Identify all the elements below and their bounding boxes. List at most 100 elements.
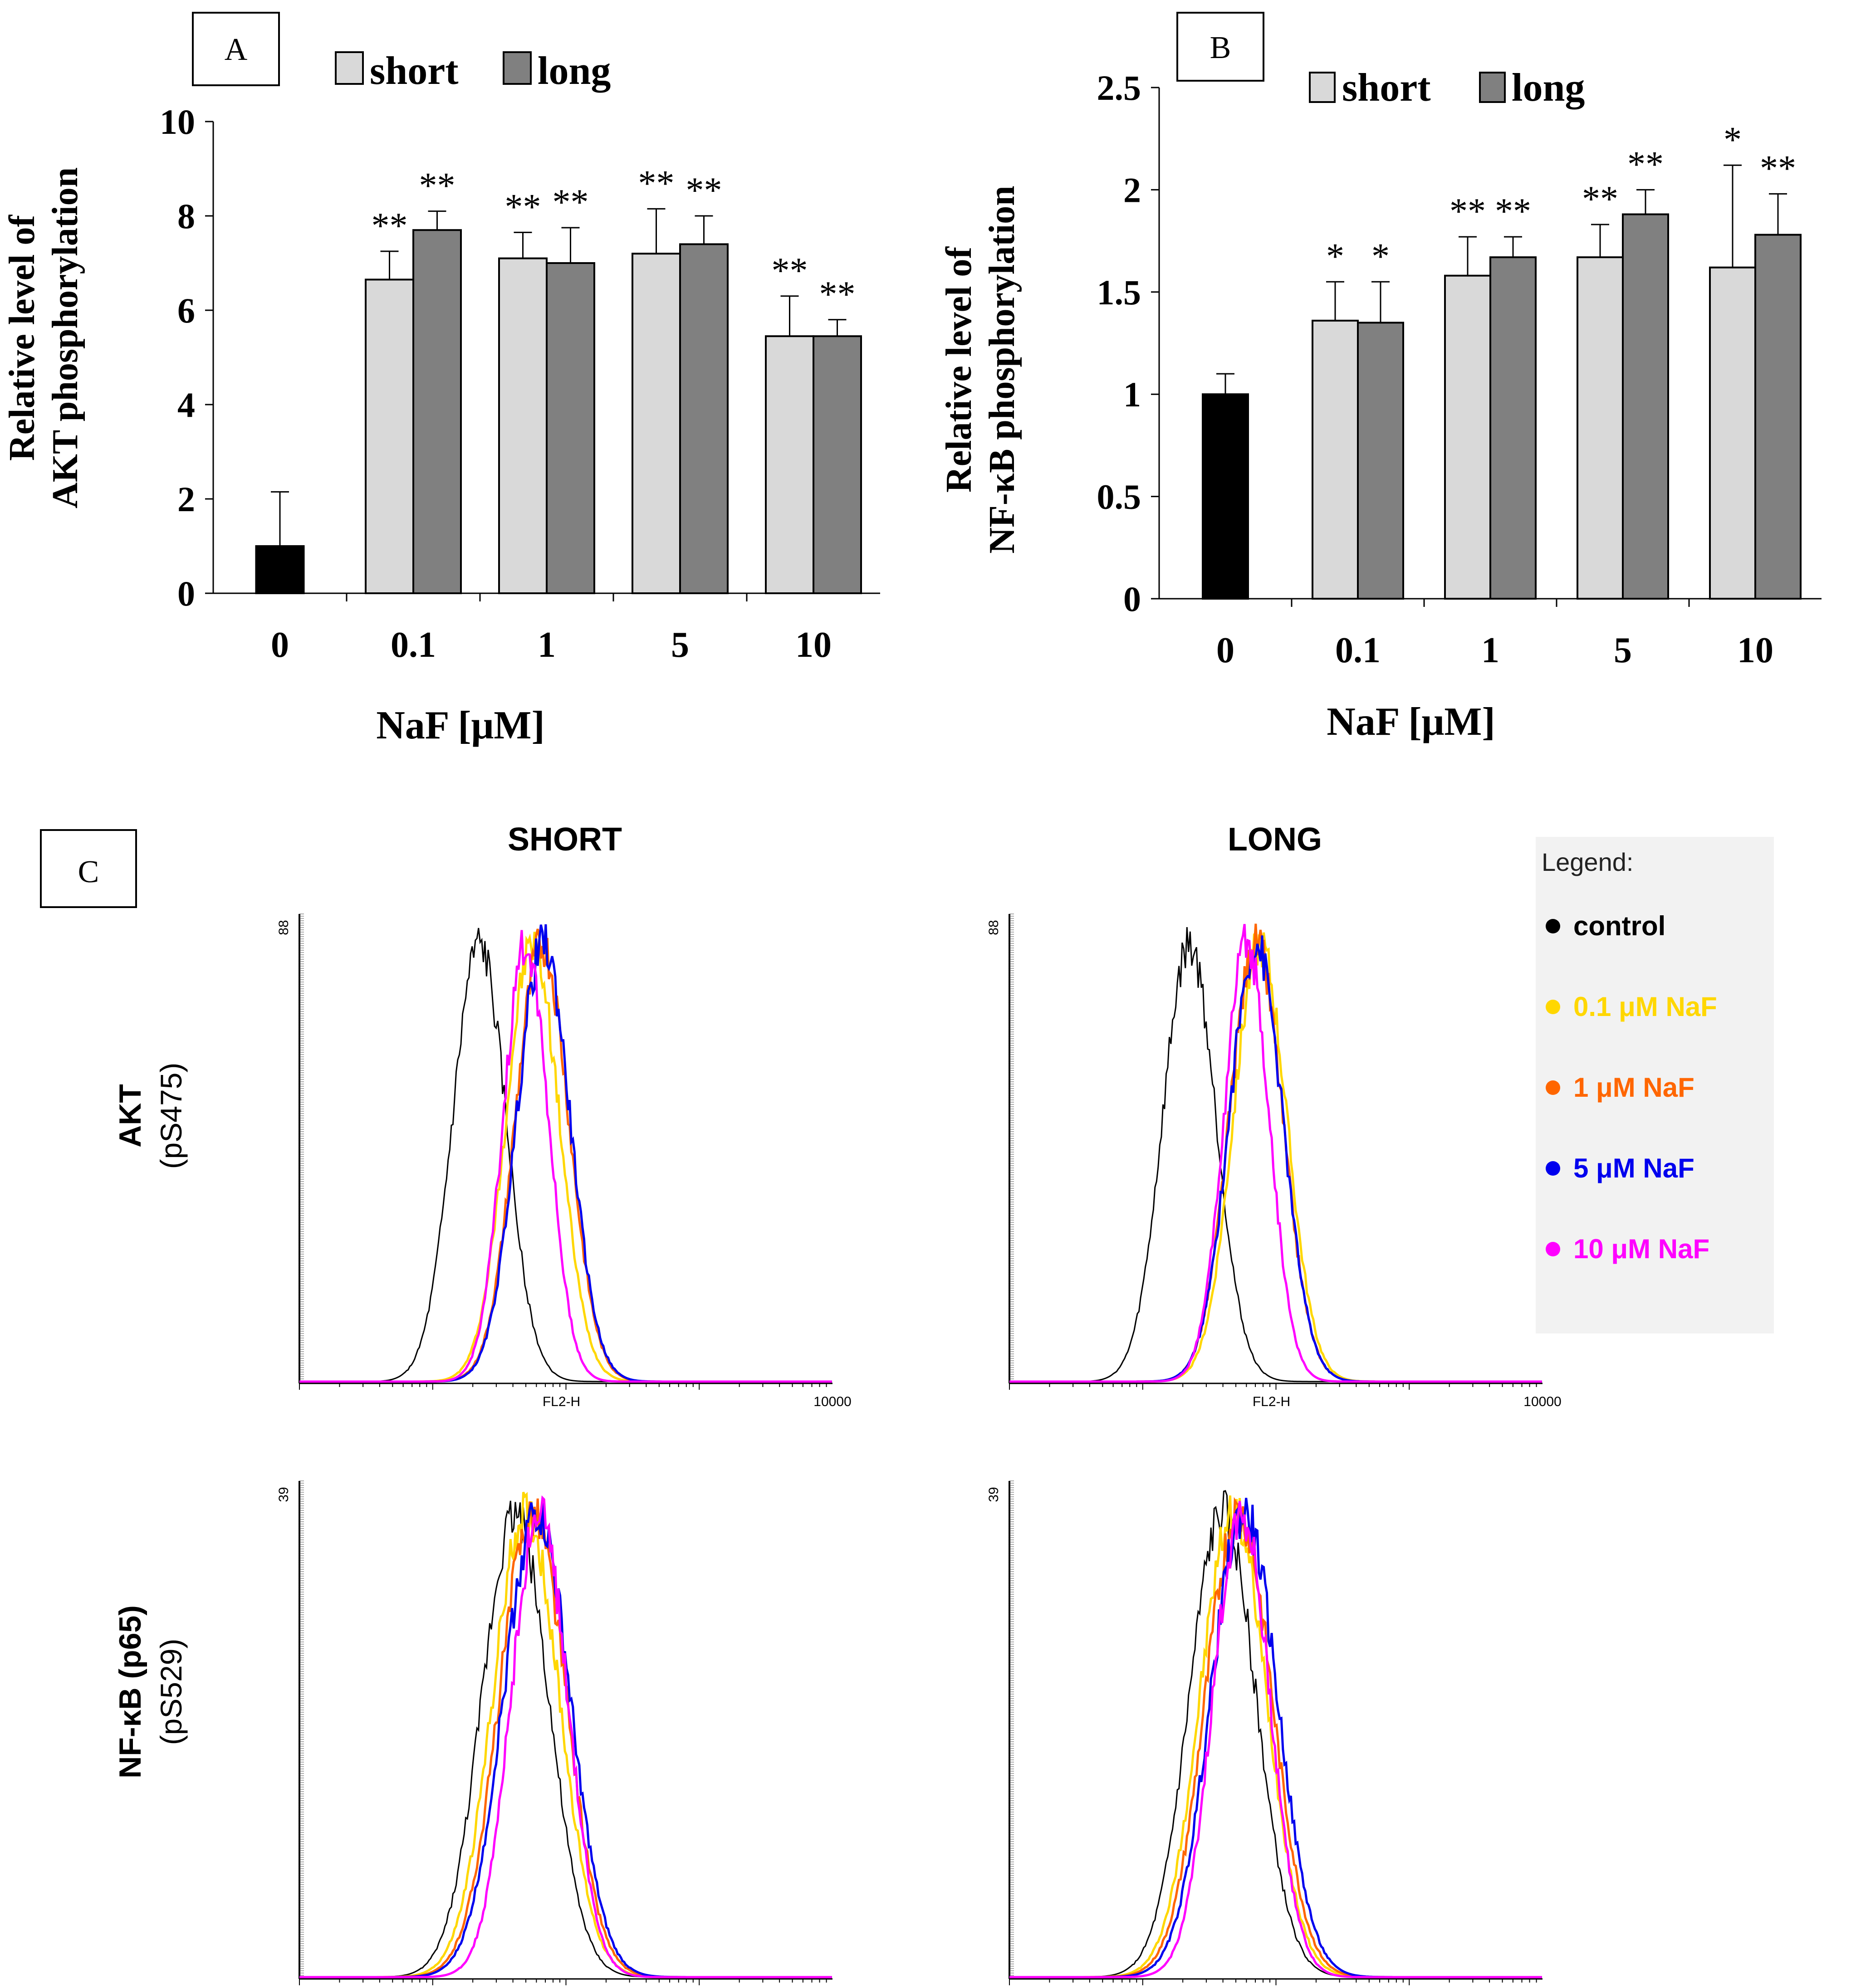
hist-x-max-label: 10000 [813,1394,851,1409]
panel-label-a: A [225,32,248,67]
y-tick-label-B: 0.5 [1097,477,1141,517]
bar-A-short-5 [632,253,681,594]
panel-c: C SHORT LONG AKT (pS475) NF-κB (p65) (pS… [40,821,1774,1985]
bar-B-short-1 [1444,274,1491,600]
histogram-legend-title: Legend: [1542,848,1633,876]
significance-B-long: ** [1495,191,1531,231]
bar-B-long-5 [1622,213,1669,600]
histogram-akt_short-10-μM-NaF [299,930,832,1383]
y-axis-label-a-line2: AKT phosphorylation [45,167,85,508]
y-tick-label-B: 2.5 [1097,68,1141,107]
y-tick-label-A: 0 [177,574,195,613]
x-tick-label-B: 1 [1481,630,1499,670]
legend-label-long: long [538,49,611,93]
histogram-nfkb_long-10-μM-NaF [1009,1501,1542,1978]
x-axis-label-a: NaF [μM] [376,703,545,747]
histogram-legend-box [1536,837,1774,1333]
y-tick-label-B: 1 [1123,375,1141,414]
histogram-panels: 88FL2-H1000088FL2-H1000039FL2-H1000039FL… [276,913,1562,1985]
x-tick-label-B: 5 [1614,630,1632,670]
row-label-akt-line1: AKT [113,1084,147,1148]
y-tick-label-A: 4 [177,385,195,425]
panel-b: B short long 00.511.522.50 0.1 1 5 10 *** ***… [939,12,1822,744]
x-tick-label-A: 0 [271,625,289,665]
significance-B-short: * [1724,120,1742,160]
bar-A-short-10 [765,335,814,594]
significance-B-long: ** [1760,148,1796,188]
bar-B-long-0.1 [1357,322,1404,600]
x-tick-label-A: 0.1 [391,625,436,665]
y-tick-label-B: 2 [1123,170,1141,210]
y-axis-label-b-line2: NF-κB phosphorylation [982,186,1022,553]
bar-B-long-10 [1754,234,1802,600]
bar-A-long-5 [679,243,729,594]
bar-B-short-0.1 [1312,319,1359,600]
panel-label-box-c [40,829,137,908]
legend-dot-1-μM-NaF [1546,1080,1560,1095]
panel-label-b: B [1210,30,1231,65]
panel-label-box-a [192,12,280,86]
significance-A-long: ** [686,171,722,210]
significance-A-long: ** [553,182,589,222]
y-tick-label-B: 0 [1123,579,1141,619]
significance-A-long: ** [819,274,856,314]
histogram-legend-items: control 0.1 μM NaF 1 μM NaF 5 μM NaF 10 μM N… [1546,911,1717,1264]
hist-y-max-label: 39 [276,1487,291,1502]
bar-A-long-1 [546,262,595,594]
x-tick-label-B: 10 [1737,630,1773,670]
bar-B-short-10 [1709,266,1756,600]
significance-B-long: * [1371,236,1390,276]
legend-label-1-μM-NaF: 1 μM NaF [1573,1072,1694,1103]
x-tick-label-A: 1 [538,625,556,665]
legend-label-5-μM-NaF: 5 μM NaF [1573,1153,1694,1183]
bar-B-short-5 [1577,256,1624,600]
bar-B-control-0 [1202,393,1249,600]
histogram-akt_long-10-μM-NaF [1009,924,1542,1383]
row-label-akt-line2: (pS475) [154,1063,188,1169]
legend-dot-0.1-μM-NaF [1546,1000,1560,1014]
bar-A-long-10 [813,335,862,594]
legend-dot-5-μM-NaF [1546,1161,1560,1176]
significance-B-long: ** [1627,144,1664,184]
legend-label-10-μM-NaF: 10 μM NaF [1573,1234,1709,1264]
histogram-nfkb_short-10-μM-NaF [299,1495,832,1978]
legend-label-short-b: short [1342,66,1431,110]
x-tick-label-A: 5 [671,625,689,665]
hist-y-max-label: 88 [276,920,291,935]
y-tick-label-A: 10 [160,102,195,142]
x-tick-label-A: 10 [795,625,832,665]
significance-B-short: * [1326,236,1344,276]
column-title-long: LONG [1228,821,1322,858]
significance-A-short: ** [372,206,408,246]
y-axis-label-b-line1: Relative level of [939,246,979,493]
row-label-nfkb-line2: (pS529) [154,1639,188,1745]
y-axis-label-a-line1: Relative level of [2,215,42,461]
hist-y-max-label: 88 [986,920,1001,935]
y-tick-label-A: 8 [177,196,195,236]
significance-B-short: ** [1450,191,1486,231]
panel-label-c: C [78,855,99,889]
y-tick-label-A: 2 [177,479,195,519]
y-tick-label-B: 1.5 [1097,273,1141,312]
x-tick-label-B: 0 [1216,630,1234,670]
significance-B-short: ** [1582,179,1618,219]
hist-x-label: FL2-H [543,1394,580,1409]
significance-A-short: ** [638,163,675,203]
bars-a: ** ** ** ** ** ** ** ** [255,163,862,594]
hist-y-max-label: 39 [986,1487,1001,1502]
panel-label-box-b [1176,12,1264,82]
bars-b: *** ******** ** [1202,120,1802,600]
bar-A-short-1 [498,257,548,594]
significance-A-long: ** [419,166,455,206]
significance-A-short: ** [772,251,808,291]
bar-A-long-0.1 [412,229,462,594]
column-title-short: SHORT [508,821,622,858]
significance-A-short: ** [505,187,541,227]
x-tick-label-B: 0.1 [1335,630,1381,670]
legend-swatch-short [335,51,364,85]
legend-swatch-short-b [1309,72,1336,103]
legend-label-short: short [370,49,459,93]
bar-A-short-0.1 [365,278,414,594]
